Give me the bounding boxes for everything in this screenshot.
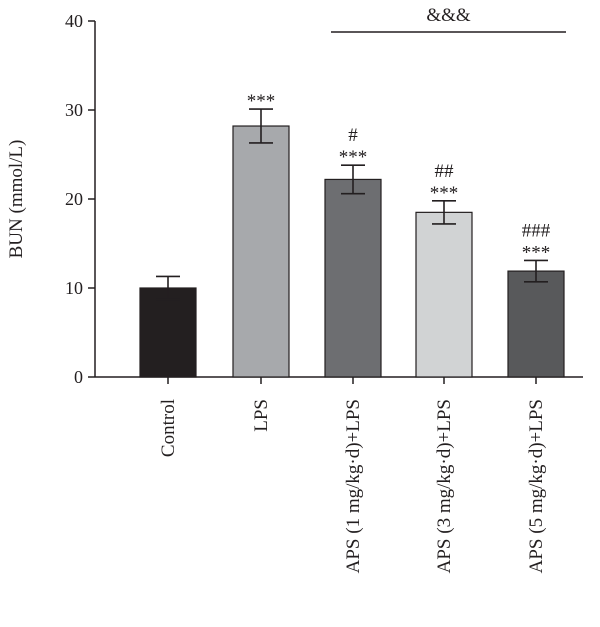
bar [507,270,565,378]
bar [139,287,197,378]
x-category-label: APS (5 mg/kg·d)+LPS [526,399,547,573]
significance-label-top: ### [522,220,551,241]
y-axis-title: BUN (mmol/L) [6,140,27,259]
y-axis: 0 10 20 30 40 [65,11,96,387]
error-bar [341,164,365,195]
bar [415,211,473,378]
significance-label: *** [247,91,276,112]
x-category-label: APS (3 mg/kg·d)+LPS [434,399,455,573]
y-tick-label: 0 [74,367,83,387]
significance-label: *** [522,242,551,263]
x-category-label: LPS [251,399,272,432]
error-bar [249,108,273,144]
y-tick-label: 30 [65,100,83,120]
y-tick-label: 20 [65,189,83,209]
x-category-label: Control [158,399,179,457]
annotations-group: ******#***##***###&&& [247,5,566,263]
bars-group [139,108,565,378]
y-tick-label: 40 [65,11,83,31]
significance-label: *** [339,147,368,168]
error-bar [156,275,180,301]
bar [232,125,290,378]
x-category-label: APS (1 mg/kg·d)+LPS [343,399,364,573]
bar [324,178,382,378]
significance-label: *** [430,183,459,204]
error-bar [432,199,456,225]
x-axis: Control LPS APS (1 mg/kg·d)+LPS APS (3 mg/k… [95,376,583,573]
y-tick-label: 10 [65,278,83,298]
significance-label-top: # [348,125,358,146]
error-bar [524,259,548,283]
significance-label-top: ## [435,161,455,182]
bracket-label: &&& [426,5,471,26]
